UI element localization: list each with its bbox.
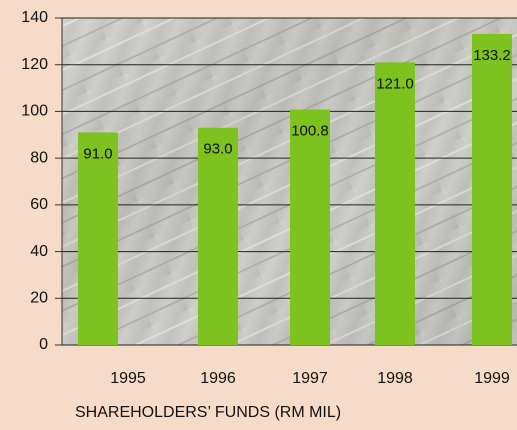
value-label: 121.0	[376, 75, 414, 92]
y-tick-label: 140	[21, 9, 48, 26]
y-tick-label: 100	[21, 103, 48, 120]
x-tick-label: 1996	[200, 370, 236, 387]
y-tick-label: 0	[39, 336, 48, 353]
y-tick-label: 20	[30, 290, 48, 307]
bar	[375, 62, 415, 345]
x-tick-label: 1999	[474, 370, 510, 387]
plot-texture	[62, 18, 517, 345]
chart: SHAREHOLDERS’ FUNDS (RM MIL) 0 20 40 60 80 10…	[0, 0, 517, 430]
value-label: 133.2	[473, 47, 511, 64]
y-tick-label: 120	[21, 56, 48, 73]
x-tick-label: 1995	[110, 370, 146, 387]
y-tick-label: 60	[30, 196, 48, 213]
x-tick-label: 1997	[292, 370, 328, 387]
y-tick-label: 80	[30, 149, 48, 166]
bar	[472, 34, 512, 345]
page: {"chart_data": {"type": "bar", "title": …	[0, 0, 517, 430]
bar	[198, 128, 238, 345]
bar	[290, 110, 330, 345]
value-label: 91.0	[83, 145, 112, 162]
value-label: 100.8	[291, 123, 329, 140]
y-tick-label: 40	[30, 243, 48, 260]
bar	[78, 132, 118, 345]
chart-title: SHAREHOLDERS’ FUNDS (RM MIL)	[75, 404, 341, 421]
value-label: 93.0	[203, 141, 232, 158]
x-tick-label: 1998	[377, 370, 413, 387]
